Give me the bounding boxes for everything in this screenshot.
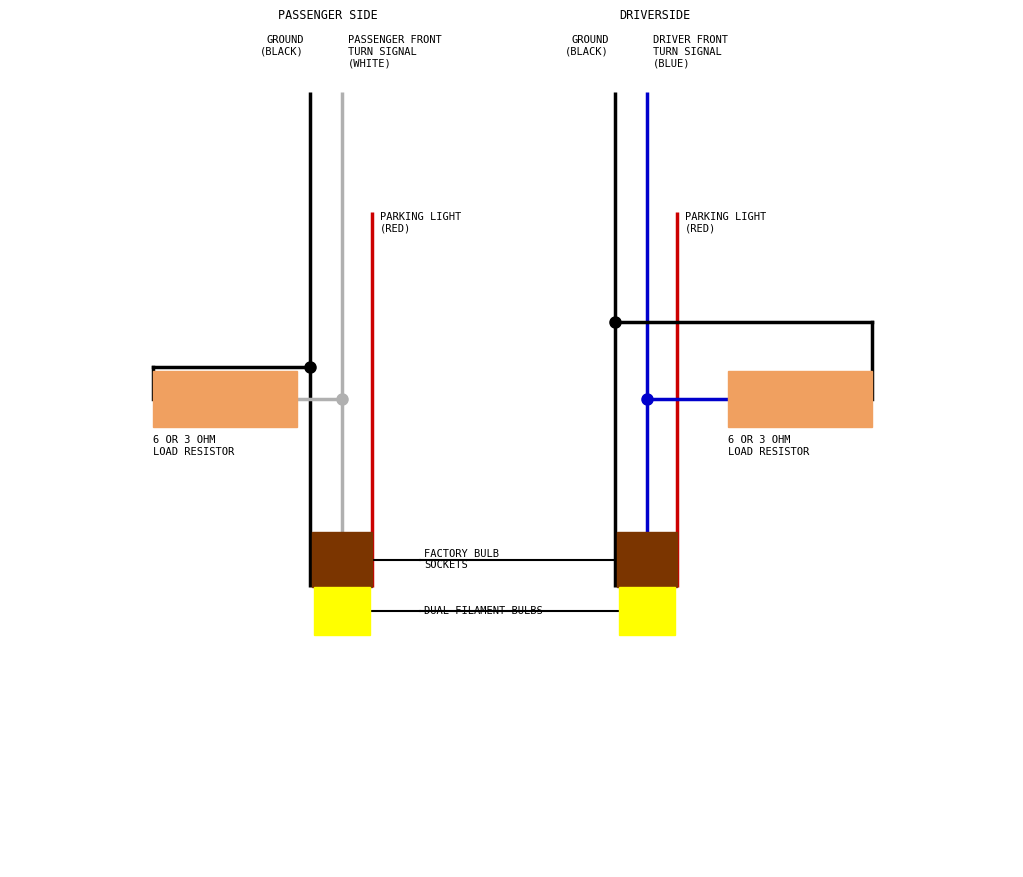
Text: 6 OR 3 OHM
LOAD RESISTOR: 6 OR 3 OHM LOAD RESISTOR bbox=[728, 435, 809, 457]
Bar bbox=[153, 371, 297, 427]
Text: PARKING LIGHT
(RED): PARKING LIGHT (RED) bbox=[685, 212, 766, 233]
Bar bbox=[312, 532, 372, 587]
Text: PASSENGER FRONT
TURN SIGNAL
(WHITE): PASSENGER FRONT TURN SIGNAL (WHITE) bbox=[348, 35, 442, 68]
Text: GROUND
(BLACK): GROUND (BLACK) bbox=[566, 35, 609, 57]
Text: 6 OR 3 OHM
LOAD RESISTOR: 6 OR 3 OHM LOAD RESISTOR bbox=[153, 435, 234, 457]
Text: DRIVER FRONT
TURN SIGNAL
(BLUE): DRIVER FRONT TURN SIGNAL (BLUE) bbox=[653, 35, 728, 68]
Bar bbox=[728, 371, 872, 427]
Text: FACTORY BULB
SOCKETS: FACTORY BULB SOCKETS bbox=[424, 549, 499, 570]
Text: PARKING LIGHT
(RED): PARKING LIGHT (RED) bbox=[380, 212, 461, 233]
Text: DUAL FILAMENT BULBS: DUAL FILAMENT BULBS bbox=[424, 606, 543, 616]
Text: GROUND
(BLACK): GROUND (BLACK) bbox=[260, 35, 304, 57]
Bar bbox=[619, 587, 675, 635]
Bar bbox=[617, 532, 677, 587]
Text: PASSENGER SIDE: PASSENGER SIDE bbox=[278, 9, 377, 22]
Text: DRIVERSIDE: DRIVERSIDE bbox=[619, 9, 691, 22]
Bar bbox=[314, 587, 370, 635]
